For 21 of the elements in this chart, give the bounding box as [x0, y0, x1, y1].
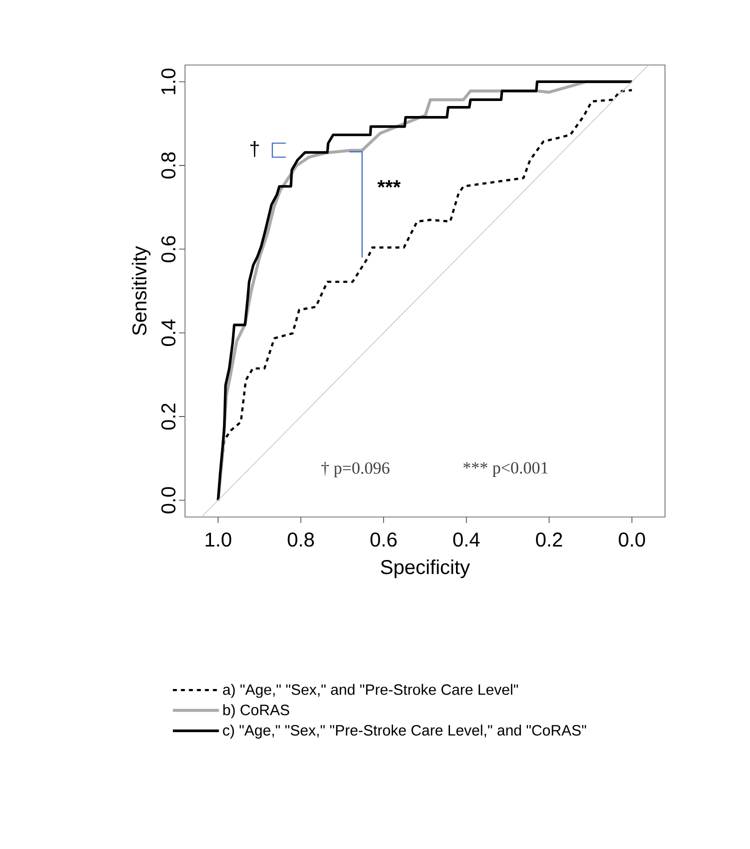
x-tick-label: 0.6 — [370, 532, 397, 547]
x-tick-label: 0.0 — [618, 532, 646, 547]
x-tick-label: 0.4 — [453, 532, 480, 547]
annotation: † — [250, 141, 259, 157]
x-tick-label: 1.0 — [206, 532, 232, 547]
annotation: *** — [377, 180, 401, 188]
legend-label: b) CoRAS — [223, 704, 290, 718]
x-tick-label: 0.8 — [288, 532, 314, 547]
y-tick-label: 0.8 — [161, 152, 176, 179]
y-tick-label: 0.2 — [161, 404, 176, 430]
y-tick-label: 0.0 — [161, 487, 176, 514]
x-tick-label: 0.2 — [536, 532, 562, 547]
y-tick-label: 1.0 — [161, 68, 176, 94]
annotation: † p=0.096 — [321, 462, 390, 478]
legend-label: c) "Age," "Sex," "Pre-Stroke Care Level," and "CoRAS" — [223, 724, 586, 739]
y-tick-label: 0.6 — [161, 236, 176, 262]
annotation: *** p<0.001 — [463, 462, 548, 478]
y-tick-label: 0.4 — [161, 320, 176, 346]
legend-label: a) "Age," "Sex," and "Pre-Stroke Care Level" — [223, 684, 518, 698]
x-axis-title: Specificity — [380, 560, 470, 578]
y-axis-title: Sensitivity — [132, 246, 150, 336]
